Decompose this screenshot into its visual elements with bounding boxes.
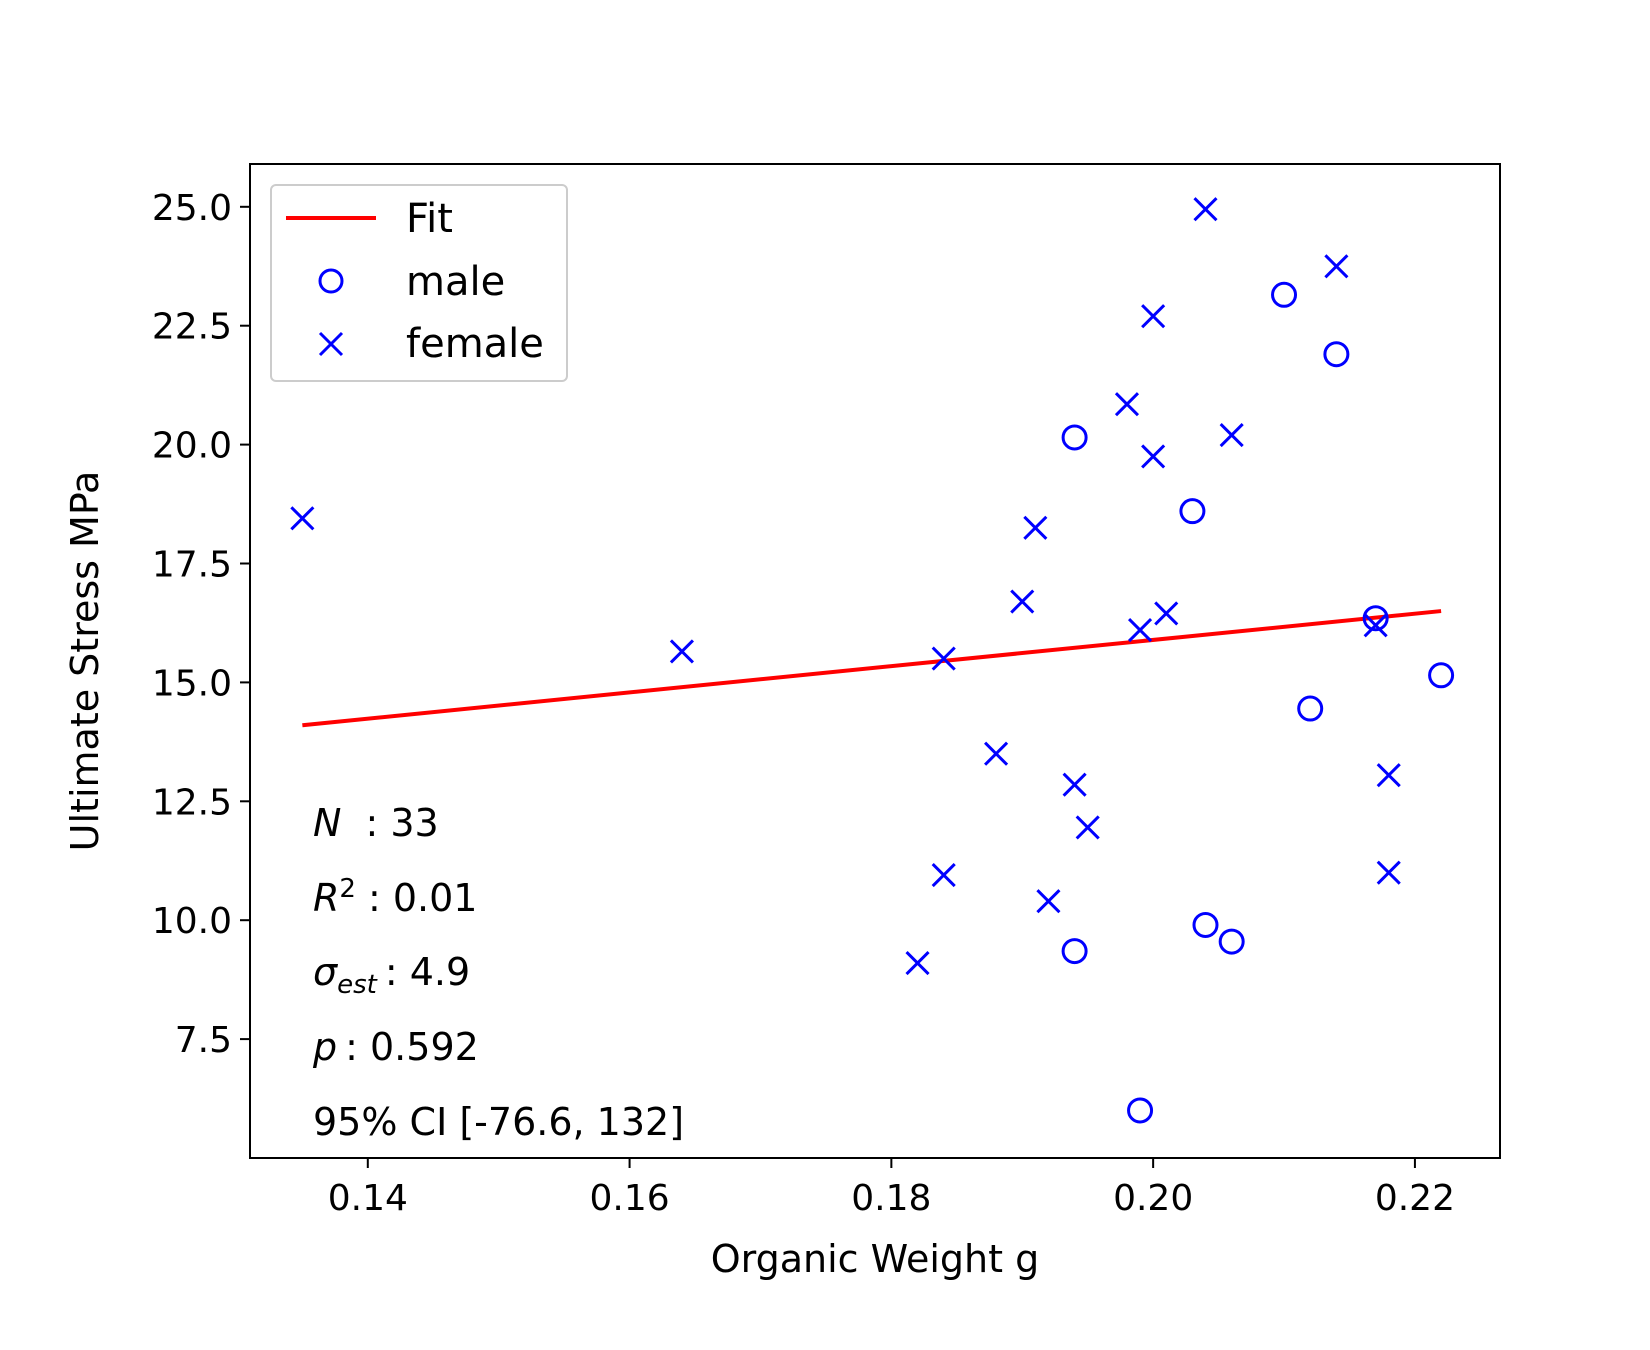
female-point (290, 506, 315, 531)
female-point (1141, 304, 1166, 329)
x-axis-label: Organic Weight g (711, 1237, 1039, 1281)
plot-frame (249, 163, 1501, 1159)
male-point (1218, 928, 1245, 955)
stat-r2: R2: 0.01 (313, 874, 477, 920)
y-tick-label: 7.5 (175, 1020, 232, 1061)
female-point (1114, 392, 1140, 417)
male-point (1061, 938, 1088, 965)
female-point (1010, 589, 1035, 614)
stat-sigma: σest: 4.9 (313, 950, 470, 1000)
male-point (1061, 424, 1088, 451)
female-point (1376, 763, 1401, 788)
male-point (1127, 1097, 1154, 1124)
female-point (1062, 772, 1087, 797)
points-layer (290, 197, 1455, 1124)
stats-annotations: N: 33 R2: 0.01 σest: 4.9 p: 0.592 95% CI… (312, 801, 684, 1144)
male-point (1192, 911, 1219, 938)
y-tick-label: 25.0 (152, 188, 232, 229)
fit-line-layer (302, 609, 1442, 728)
x-tick-label: 0.22 (1375, 1178, 1455, 1219)
female-point (984, 741, 1009, 766)
male-point (1362, 605, 1389, 632)
female-point (1075, 815, 1100, 840)
male-point (1323, 341, 1350, 368)
x-tick-label: 0.16 (590, 1178, 670, 1219)
y-tick-label: 17.5 (152, 545, 232, 586)
y-tick-label: 22.5 (152, 307, 232, 348)
fit-line (302, 609, 1442, 728)
legend-male-label: male (406, 259, 505, 305)
x-axis: 0.14 0.16 0.18 0.20 0.22 (328, 1158, 1455, 1219)
y-tick-label: 20.0 (152, 426, 232, 467)
y-axis: 7.5 10.0 12.5 15.0 17.5 20.0 22.5 25.0 (152, 188, 250, 1061)
female-point (1141, 444, 1166, 469)
y-tick-label: 15.0 (152, 663, 232, 704)
x-tick-label: 0.14 (328, 1178, 408, 1219)
female-point (1154, 601, 1179, 626)
x-tick-label: 0.18 (851, 1178, 931, 1219)
female-point (1036, 889, 1061, 914)
male-point (1297, 695, 1324, 722)
stat-ci: 95% CI [-76.6, 132] (313, 1100, 684, 1144)
legend-female-label: female (406, 321, 544, 367)
y-tick-label: 10.0 (152, 901, 232, 942)
male-point (1179, 498, 1206, 525)
y-axis-label: Ultimate Stress MPa (63, 471, 107, 852)
stat-p: p: 0.592 (312, 1025, 479, 1069)
female-point (669, 639, 694, 664)
female-point (1023, 515, 1048, 540)
female-point (1324, 254, 1349, 279)
female-point (1127, 618, 1153, 643)
male-point (1428, 662, 1455, 689)
female-point (1376, 860, 1401, 885)
male-point (1271, 281, 1298, 308)
legend: Fit male female (270, 184, 568, 382)
legend-male-swatch (318, 268, 344, 294)
x-tick-label: 0.20 (1113, 1178, 1193, 1219)
female-point (931, 646, 956, 671)
legend-female-swatch (318, 331, 344, 357)
female-point (931, 862, 956, 888)
stat-n: N: 33 (313, 801, 439, 845)
legend-box (270, 184, 568, 382)
female-point (1193, 197, 1218, 222)
y-tick-label: 12.5 (152, 782, 232, 823)
female-point (905, 950, 930, 976)
legend-fit-label: Fit (406, 196, 453, 242)
female-point (1219, 423, 1244, 448)
female-point (1363, 613, 1388, 638)
